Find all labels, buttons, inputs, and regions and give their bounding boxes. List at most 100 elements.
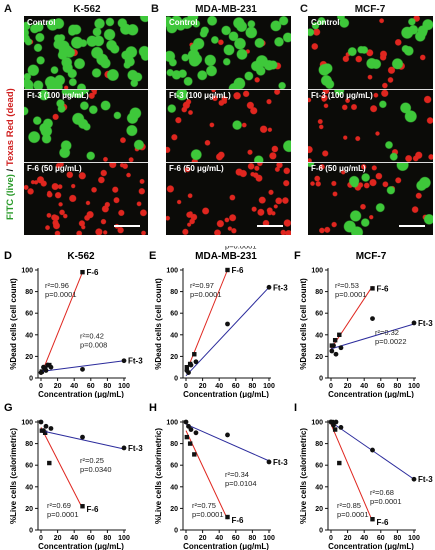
ft3-fit-line bbox=[185, 423, 270, 462]
f6-series-label: F-6 bbox=[377, 518, 390, 527]
f6-stats-label: p=0.0001 bbox=[47, 510, 79, 519]
x-tick-label: 60 bbox=[87, 383, 95, 390]
x-tick-label: 0 bbox=[329, 383, 333, 390]
svg-text:FITC (live) / Texas Red (dead): FITC (live) / Texas Red (dead) bbox=[5, 88, 16, 220]
x-axis-label: Concentration (μg/mL) bbox=[328, 390, 414, 398]
x-tick-label: 20 bbox=[54, 535, 62, 542]
f6-data-point bbox=[225, 267, 230, 273]
panel-letter: E bbox=[149, 250, 156, 262]
y-tick-label: 80 bbox=[170, 289, 178, 296]
ft3-data-point bbox=[328, 419, 334, 425]
tile-separator bbox=[166, 89, 291, 90]
f6-data-point bbox=[370, 286, 375, 291]
ft3-data-point bbox=[43, 368, 49, 373]
chart-title: MCF-7 bbox=[356, 251, 387, 262]
f6-data-point bbox=[80, 504, 85, 509]
y-tick-label: 60 bbox=[25, 311, 33, 318]
f6-data-point bbox=[332, 338, 338, 343]
y-axis-label: %Live cells (calorimetric) bbox=[9, 428, 18, 524]
y-tick-label: 20 bbox=[170, 506, 178, 513]
x-tick-label: 20 bbox=[344, 383, 352, 390]
stain-axis-label: FITC (live) / Texas Red (dead) bbox=[5, 88, 16, 220]
stain-dead-label: Texas Red (dead) bbox=[5, 88, 16, 166]
f6-fit-line bbox=[330, 423, 373, 522]
x-tick-label: 100 bbox=[118, 383, 130, 390]
ft3-stats-label: p=0.0001 bbox=[225, 246, 257, 250]
f6-stats-label: r²=0.97 bbox=[190, 281, 214, 290]
ft3-stats-label: p=0.008 bbox=[80, 341, 107, 350]
ft3-series-label: Ft-3 bbox=[418, 475, 433, 484]
tile-separator bbox=[308, 89, 433, 90]
ft3-data-point bbox=[411, 320, 417, 326]
ft3-data-point bbox=[38, 370, 44, 375]
x-tick-label: 80 bbox=[394, 535, 402, 542]
f6-data-point bbox=[370, 517, 375, 522]
y-axis-label: %Dead cells (cell count) bbox=[9, 278, 18, 370]
y-tick-label: 80 bbox=[315, 289, 323, 296]
x-tick-label: 20 bbox=[199, 535, 207, 542]
x-tick-label: 60 bbox=[232, 535, 240, 542]
micrograph-tile: F-6 (50 μg/mL) bbox=[308, 162, 433, 235]
f6-fit-line bbox=[185, 430, 228, 520]
ft3-fit-line bbox=[40, 360, 125, 373]
ft3-data-point bbox=[121, 445, 127, 451]
tile-separator bbox=[308, 162, 433, 163]
ft3-data-point bbox=[338, 425, 344, 430]
ft3-data-point bbox=[329, 348, 335, 354]
ft3-data-point bbox=[333, 351, 339, 357]
panel-letter: I bbox=[294, 402, 297, 414]
chart-title: MDA-MB-231 bbox=[195, 251, 257, 262]
ft3-data-point bbox=[41, 428, 46, 434]
f6-series-label: F-6 bbox=[87, 268, 100, 277]
micrograph-tile: Control bbox=[308, 16, 433, 89]
micrograph-tile: Ft-3 (100 μg/mL) bbox=[166, 89, 291, 162]
f6-data-point bbox=[80, 269, 85, 275]
y-tick-label: 100 bbox=[311, 268, 323, 275]
panel-title-mdamb231: MDA-MB-231 bbox=[195, 4, 257, 15]
ft3-data-point bbox=[48, 364, 54, 370]
y-tick-label: 40 bbox=[170, 332, 178, 339]
y-tick-label: 80 bbox=[25, 289, 33, 296]
ft3-stats-label: r²=0.42 bbox=[80, 332, 104, 341]
micrograph-tile: Control bbox=[166, 16, 291, 89]
y-tick-label: 0 bbox=[319, 376, 323, 383]
f6-series-label: F-6 bbox=[87, 505, 100, 514]
y-tick-label: 100 bbox=[166, 420, 178, 427]
x-tick-label: 60 bbox=[232, 383, 240, 390]
x-axis-label: Concentration (μg/mL) bbox=[328, 542, 414, 550]
y-tick-label: 60 bbox=[315, 463, 323, 470]
x-tick-label: 80 bbox=[249, 535, 257, 542]
ft3-stats-label: r²=0.34 bbox=[225, 470, 249, 479]
f6-stats-label: p=0.0001 bbox=[190, 290, 222, 299]
ft3-data-point bbox=[225, 432, 230, 438]
scale-bar bbox=[399, 225, 425, 227]
ft3-series-label: Ft-3 bbox=[128, 357, 143, 366]
condition-label: Control bbox=[169, 18, 198, 27]
f6-data-point bbox=[42, 430, 48, 435]
x-tick-label: 40 bbox=[215, 535, 223, 542]
ft3-data-point bbox=[38, 419, 44, 425]
ft3-data-point bbox=[183, 419, 189, 425]
ft3-data-point bbox=[193, 359, 199, 365]
micrograph-mcf7: Control Ft-3 (100 μg/mL) F-6 (50 μg/mL) bbox=[308, 16, 433, 235]
x-tick-label: 20 bbox=[199, 383, 207, 390]
x-tick-label: 60 bbox=[87, 535, 95, 542]
condition-label: Ft-3 (100 μg/mL) bbox=[169, 91, 231, 100]
f6-data-point bbox=[337, 460, 342, 466]
f6-data-point bbox=[225, 514, 230, 520]
f6-series-label: F-6 bbox=[232, 516, 245, 525]
panel-letter: F bbox=[294, 250, 301, 262]
x-tick-label: 100 bbox=[408, 383, 420, 390]
ft3-series-label: Ft-3 bbox=[273, 283, 288, 292]
f6-data-point bbox=[184, 365, 190, 370]
condition-label: F-6 (50 μg/mL) bbox=[27, 164, 82, 173]
x-tick-label: 80 bbox=[104, 383, 112, 390]
ft3-data-point bbox=[225, 321, 230, 327]
ft3-data-point bbox=[80, 434, 85, 440]
panel-letter: D bbox=[4, 250, 12, 262]
f6-stats-label: r²=0.75 bbox=[192, 501, 216, 510]
f6-fit-line bbox=[40, 271, 83, 375]
f6-data-point bbox=[332, 427, 338, 432]
x-axis-label: Concentration (μg/mL) bbox=[38, 390, 124, 398]
